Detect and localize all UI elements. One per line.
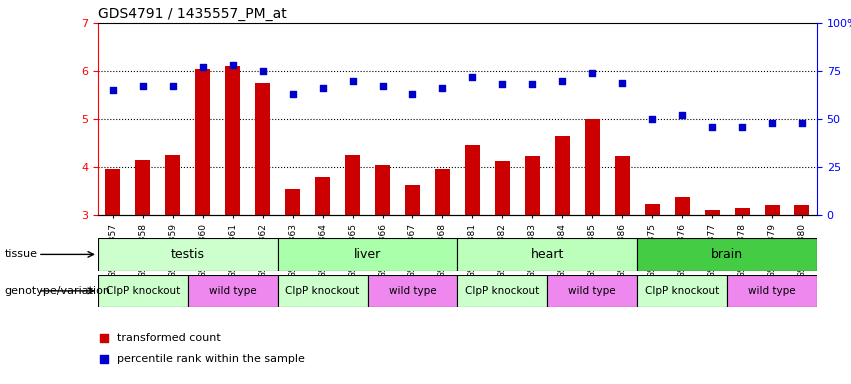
Bar [165,155,180,215]
Text: tissue: tissue [4,249,37,260]
Point [765,120,779,126]
Point [136,83,150,89]
Bar [525,157,540,215]
Text: GDS4791 / 1435557_PM_at: GDS4791 / 1435557_PM_at [98,7,287,21]
Point [465,74,479,80]
Bar [555,136,570,215]
Bar [637,238,817,271]
Bar [585,119,600,215]
Text: transformed count: transformed count [117,333,220,343]
Bar [285,189,300,215]
Point [526,81,540,88]
Text: wild type: wild type [568,286,616,296]
Text: heart: heart [531,248,564,261]
Bar [495,161,510,215]
Text: ClpP knockout: ClpP knockout [106,286,180,296]
Text: testis: testis [171,248,205,261]
Bar [645,204,660,215]
Bar [98,238,277,271]
Bar [465,146,480,215]
Bar [405,185,420,215]
Point [705,124,719,130]
Bar [255,83,270,215]
Text: ClpP knockout: ClpP knockout [285,286,360,296]
Bar [315,177,330,215]
Bar [457,275,547,307]
Bar [226,66,240,215]
Point [97,334,111,341]
Point [556,78,569,84]
Point [735,124,749,130]
Bar [727,275,817,307]
Point [585,70,599,76]
Bar [435,169,450,215]
Bar [98,275,188,307]
Bar [457,238,637,271]
Point [645,116,659,122]
Bar [277,275,368,307]
Text: liver: liver [354,248,381,261]
Text: wild type: wild type [748,286,796,296]
Point [106,87,120,93]
Point [375,83,389,89]
Point [226,62,239,68]
Bar [637,275,727,307]
Bar [705,210,720,215]
Text: brain: brain [711,248,743,261]
Bar [188,275,277,307]
Point [97,356,111,362]
Point [615,79,629,86]
Bar [547,275,637,307]
Text: genotype/variation: genotype/variation [4,286,111,296]
Text: wild type: wild type [389,286,437,296]
Text: ClpP knockout: ClpP knockout [645,286,719,296]
Bar [764,205,780,215]
Bar [734,208,750,215]
Text: ClpP knockout: ClpP knockout [465,286,540,296]
Point [346,78,359,84]
Point [316,85,329,91]
Bar [614,157,630,215]
Bar [795,205,809,215]
Text: percentile rank within the sample: percentile rank within the sample [117,354,305,364]
Point [286,91,300,97]
Bar [106,169,120,215]
Bar [195,69,210,215]
Point [495,81,509,88]
Point [256,68,270,74]
Point [196,64,209,70]
Bar [675,197,689,215]
Point [406,91,420,97]
Point [676,112,689,118]
Bar [375,165,390,215]
Bar [345,155,360,215]
Point [436,85,449,91]
Text: wild type: wild type [208,286,256,296]
Bar [368,275,458,307]
Bar [277,238,457,271]
Point [795,120,808,126]
Point [166,83,180,89]
Bar [135,160,151,215]
